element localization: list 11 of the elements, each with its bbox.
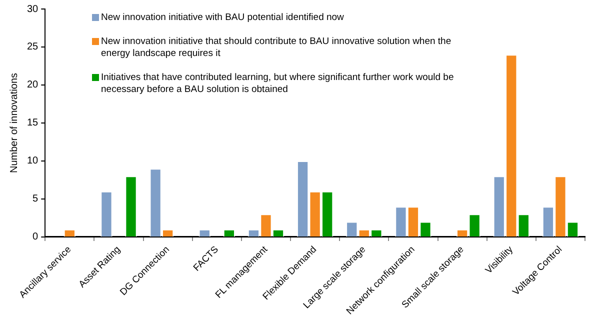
y-tick-label: 15 [27, 118, 39, 129]
y-tick-label: 5 [32, 194, 39, 205]
legend-label: New innovation initiative that should contribute to BAU innovative solution when the energy landscape requires it [101, 36, 452, 60]
y-tick-label: 20 [27, 80, 39, 91]
y-tick-label: 0 [32, 232, 39, 243]
legend-label: New innovation initiative with BAU potential identified now [101, 12, 344, 24]
y-tick-label: 30 [27, 4, 39, 15]
y-tick-label: 25 [27, 42, 39, 53]
y-axis-title: Number of innovations [8, 72, 20, 174]
legend-label: Initiatives that have contributed learning, but where significant further work would be necessary before a BAU solution is obtained [101, 72, 455, 96]
y-tick-label: 10 [27, 156, 39, 167]
